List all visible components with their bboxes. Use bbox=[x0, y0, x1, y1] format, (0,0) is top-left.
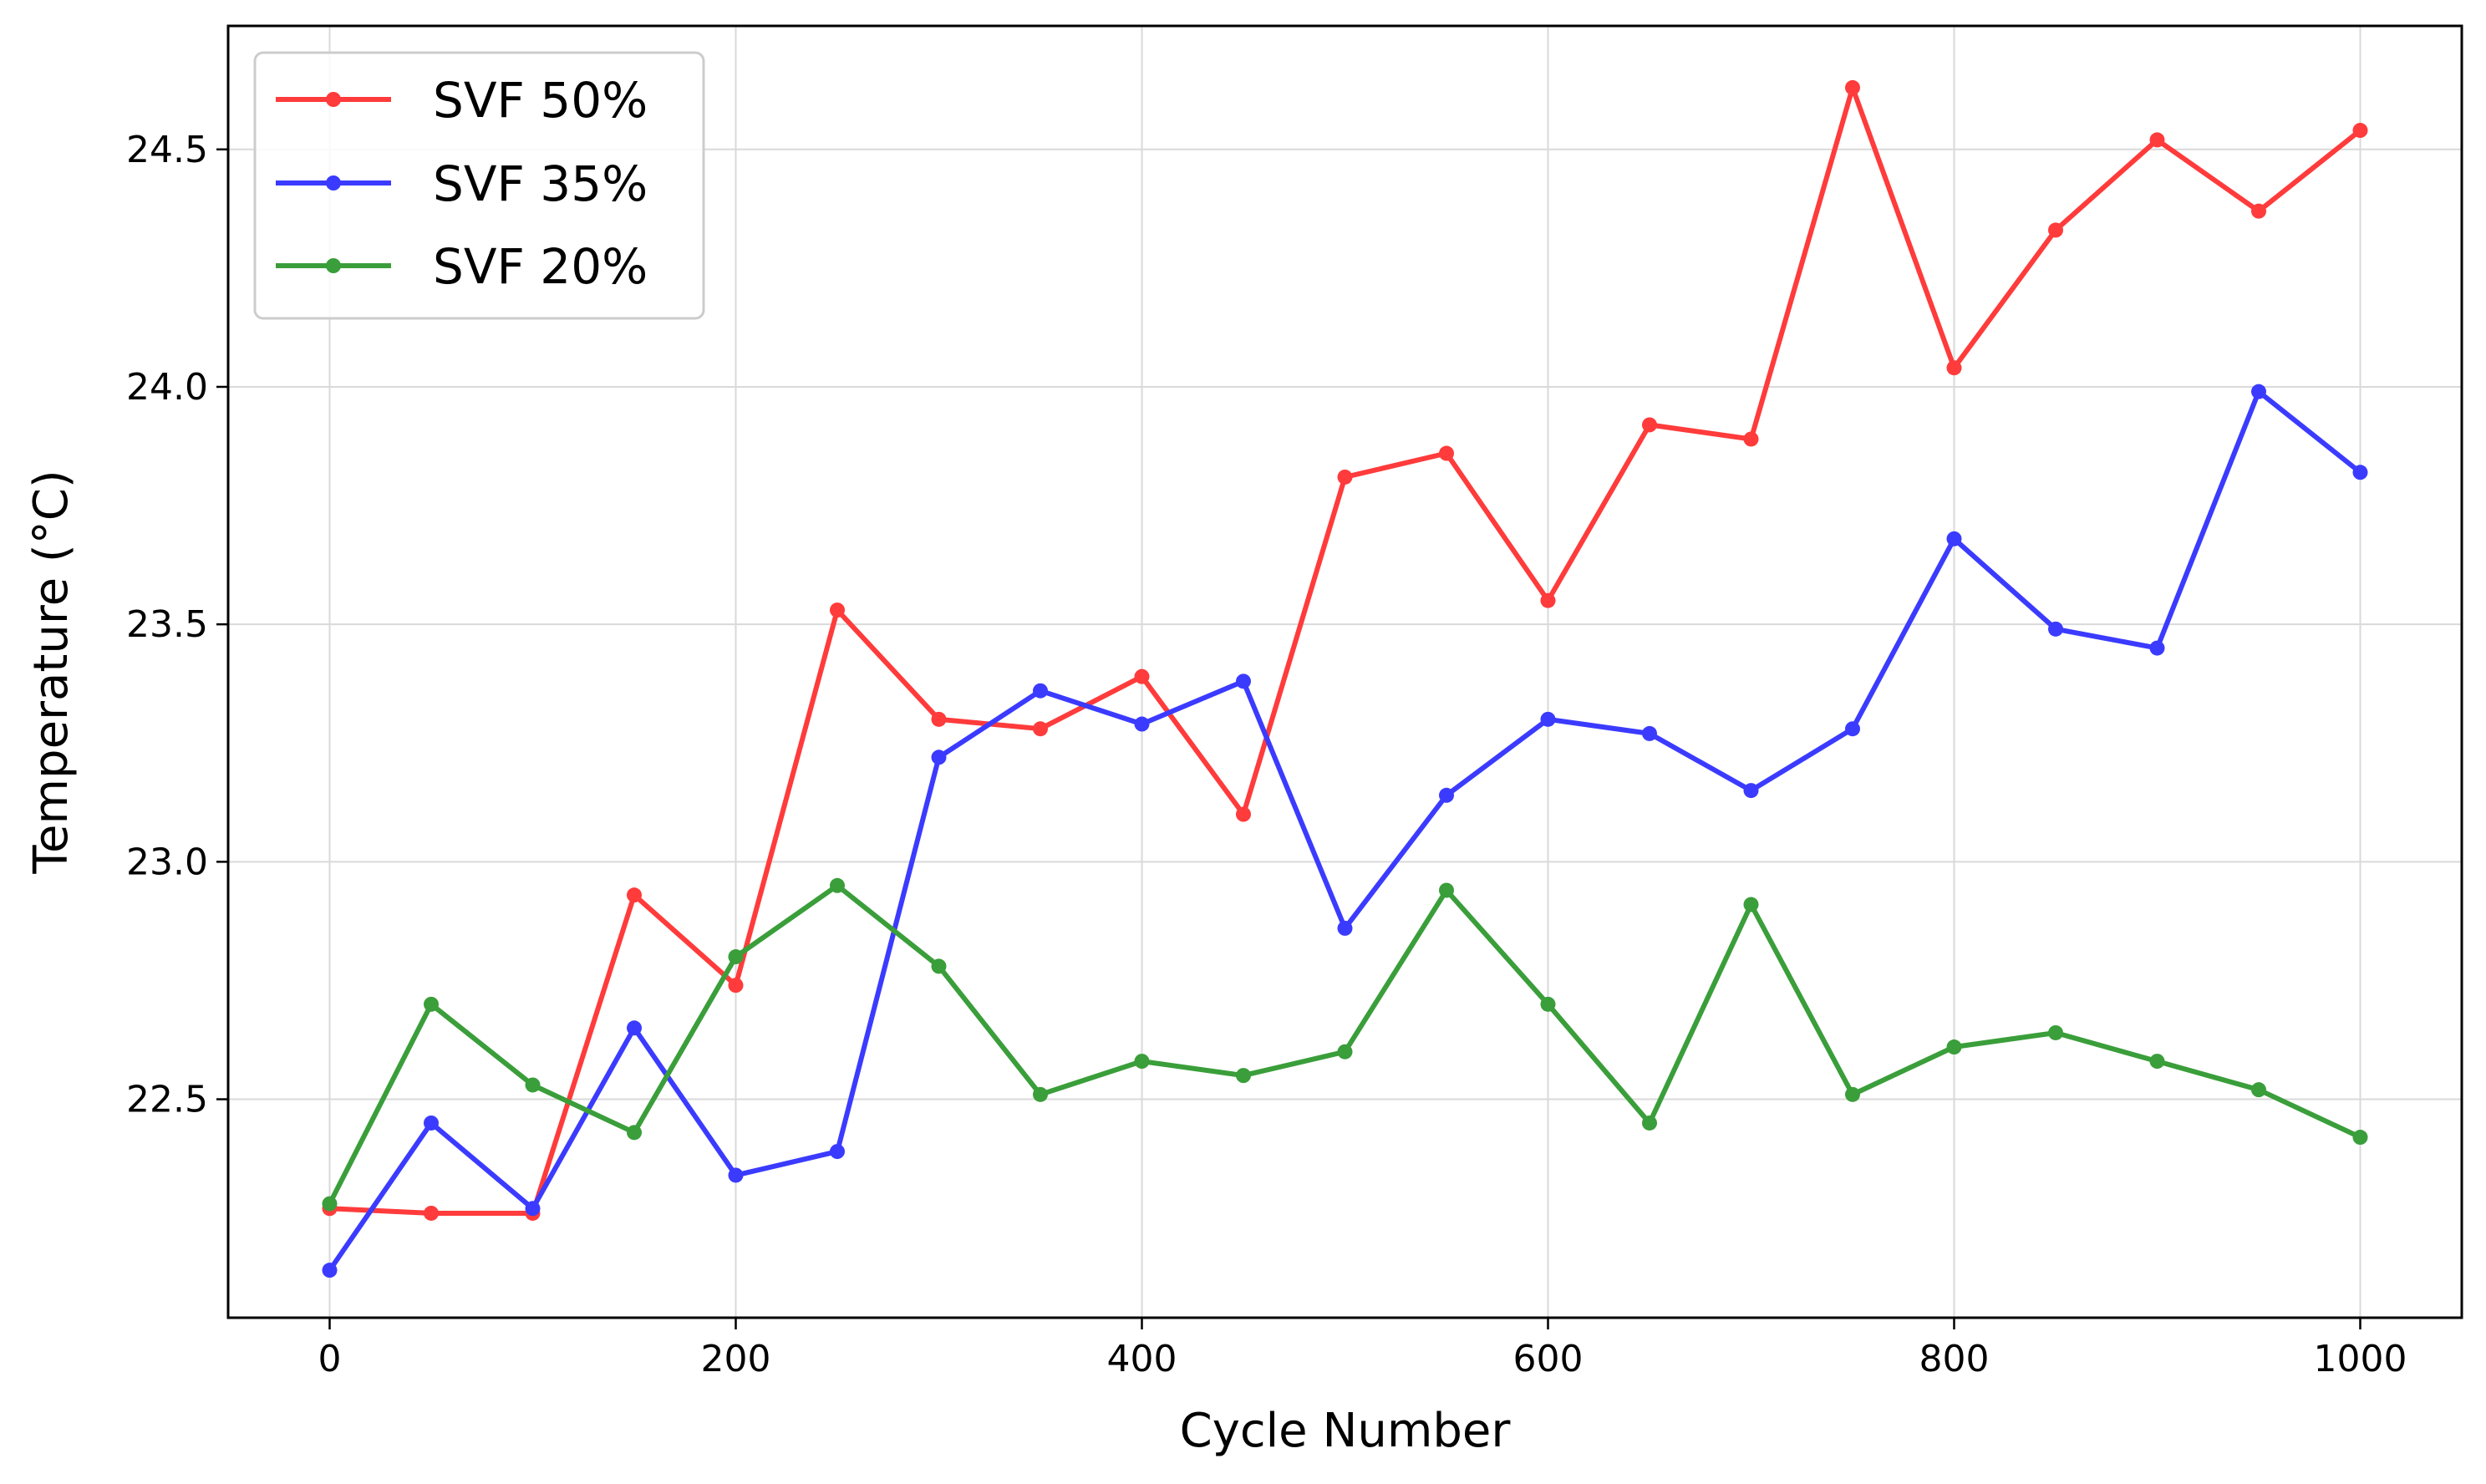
x-axis-title: Cycle Number bbox=[1180, 1404, 1512, 1458]
data-point bbox=[424, 1205, 439, 1221]
y-tick-label: 24.5 bbox=[126, 129, 208, 171]
y-axis-title: Temperature (°C) bbox=[24, 470, 79, 874]
data-point bbox=[830, 1144, 845, 1160]
data-point bbox=[1845, 79, 1860, 95]
y-tick-label: 24.0 bbox=[126, 366, 208, 409]
data-point bbox=[2149, 640, 2165, 656]
data-point bbox=[424, 1115, 439, 1131]
legend-label: SVF 35% bbox=[433, 155, 648, 212]
data-point bbox=[322, 1196, 338, 1212]
legend: SVF 50% SVF 35% SVF 20% bbox=[253, 51, 705, 320]
data-point bbox=[1743, 783, 1759, 799]
x-tick-label: 600 bbox=[1513, 1338, 1584, 1380]
series-layer bbox=[322, 79, 2368, 1278]
x-tick-label: 0 bbox=[318, 1338, 342, 1380]
data-point bbox=[1033, 683, 1048, 699]
data-point bbox=[1236, 806, 1251, 822]
data-point bbox=[2352, 1130, 2368, 1146]
data-point bbox=[424, 996, 439, 1012]
data-point bbox=[1236, 1068, 1251, 1084]
data-point bbox=[525, 1201, 541, 1217]
y-tick-label: 23.0 bbox=[126, 841, 208, 883]
series-svf-20 bbox=[322, 877, 2368, 1212]
data-point bbox=[1439, 445, 1454, 461]
data-point bbox=[2251, 1082, 2266, 1098]
data-point bbox=[1134, 1054, 1150, 1070]
data-point bbox=[1033, 1086, 1048, 1102]
x-tick-label: 1000 bbox=[2314, 1338, 2407, 1380]
data-point bbox=[1642, 1115, 1657, 1131]
data-point bbox=[1337, 1044, 1353, 1060]
data-point bbox=[1337, 920, 1353, 936]
data-point bbox=[2251, 203, 2266, 219]
y-tick-label: 23.5 bbox=[126, 603, 208, 646]
data-point bbox=[2352, 123, 2368, 139]
data-point bbox=[525, 1077, 541, 1093]
plot-frame bbox=[226, 24, 2463, 1319]
legend-swatch-marker bbox=[326, 92, 341, 107]
data-point bbox=[1743, 431, 1759, 447]
data-point bbox=[2048, 621, 2063, 637]
data-point bbox=[1540, 711, 1556, 727]
data-point bbox=[1439, 882, 1454, 898]
data-point bbox=[1642, 417, 1657, 433]
legend-box bbox=[253, 51, 705, 320]
legend-label: SVF 50% bbox=[433, 72, 648, 129]
legend-label: SVF 20% bbox=[433, 238, 648, 295]
data-point bbox=[2048, 222, 2063, 238]
data-point bbox=[627, 1020, 642, 1036]
data-point bbox=[1134, 668, 1150, 684]
data-point bbox=[2251, 384, 2266, 399]
data-point bbox=[830, 602, 845, 618]
data-point bbox=[1845, 1086, 1860, 1102]
data-point bbox=[1540, 996, 1556, 1012]
data-point bbox=[1743, 897, 1759, 912]
legend-swatch-marker bbox=[326, 175, 341, 191]
series-svf-50 bbox=[322, 79, 2368, 1221]
data-point bbox=[728, 978, 744, 994]
data-point bbox=[1946, 531, 1962, 546]
data-point bbox=[2149, 1054, 2165, 1070]
x-tick-label: 400 bbox=[1107, 1338, 1177, 1380]
data-point bbox=[2352, 465, 2368, 480]
data-point bbox=[1236, 673, 1251, 689]
data-point bbox=[1337, 469, 1353, 485]
data-point bbox=[728, 1167, 744, 1183]
x-tick-label: 800 bbox=[1919, 1338, 1990, 1380]
data-point bbox=[931, 750, 947, 765]
data-point bbox=[2149, 132, 2165, 148]
data-point bbox=[322, 1263, 338, 1278]
data-point bbox=[1134, 716, 1150, 732]
data-point bbox=[1845, 721, 1860, 737]
data-point bbox=[931, 958, 947, 974]
data-point bbox=[1540, 592, 1556, 608]
data-point bbox=[2048, 1024, 2063, 1040]
legend-swatch-marker bbox=[326, 258, 341, 273]
data-point bbox=[1642, 725, 1657, 741]
data-point bbox=[1033, 721, 1048, 737]
ticks: 0 200 400 600 800 1000 22.5 23.0 23.5 24.0 24.5 bbox=[126, 129, 2407, 1380]
y-tick-label: 22.5 bbox=[126, 1079, 208, 1121]
data-point bbox=[1439, 787, 1454, 803]
data-point bbox=[931, 711, 947, 727]
data-point bbox=[627, 1125, 642, 1141]
data-point bbox=[627, 887, 642, 903]
data-point bbox=[1946, 1039, 1962, 1055]
data-point bbox=[728, 949, 744, 965]
data-point bbox=[1946, 360, 1962, 376]
data-point bbox=[830, 877, 845, 893]
x-tick-label: 200 bbox=[701, 1338, 771, 1380]
